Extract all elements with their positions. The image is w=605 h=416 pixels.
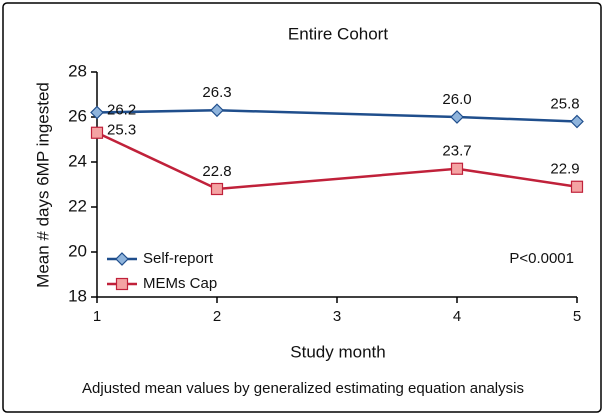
data-point [210,182,224,196]
x-tick-label: 4 [453,308,461,325]
annotation: P<0.0001 [509,250,574,267]
data-label: 22.9 [550,161,579,178]
y-tick-label: 26 [68,106,87,125]
x-tick-label: 1 [93,308,101,325]
y-tick-label: 24 [68,151,87,170]
data-label: 26.3 [202,84,231,101]
data-label: 25.8 [550,95,579,112]
data-point [450,110,464,124]
footnote: Adjusted mean values by generalized esti… [82,380,524,397]
series-line [96,131,578,191]
legend-label: Self-report [143,250,214,267]
chart-title: Entire Cohort [288,24,388,43]
data-point [210,103,224,118]
data-label: 26.0 [442,91,471,108]
data-point [570,180,584,193]
series-line [96,108,578,123]
data-label: 22.8 [202,163,231,180]
x-tick-label: 5 [573,308,581,325]
data-point [450,162,464,175]
y-tick-label: 28 [68,61,87,80]
data-point [570,114,584,129]
legend-marker [115,277,129,291]
x-tick-label: 3 [333,308,341,325]
frame [2,2,602,413]
y-axis-label: Mean # days 6MP ingested [33,82,52,288]
y-tick-label: 22 [68,196,87,215]
x-tick-label: 2 [213,308,221,325]
y-tick-label: 18 [68,286,87,305]
x-axis-label: Study month [290,342,385,361]
y-tick-label: 20 [68,241,87,260]
data-label: 25.3 [107,122,136,139]
legend-marker [115,252,129,266]
legend-label: MEMs Cap [143,275,217,292]
data-label: 23.7 [442,143,471,160]
data-label: 26.2 [107,101,136,118]
data-point [90,105,104,120]
data-point [90,126,104,139]
